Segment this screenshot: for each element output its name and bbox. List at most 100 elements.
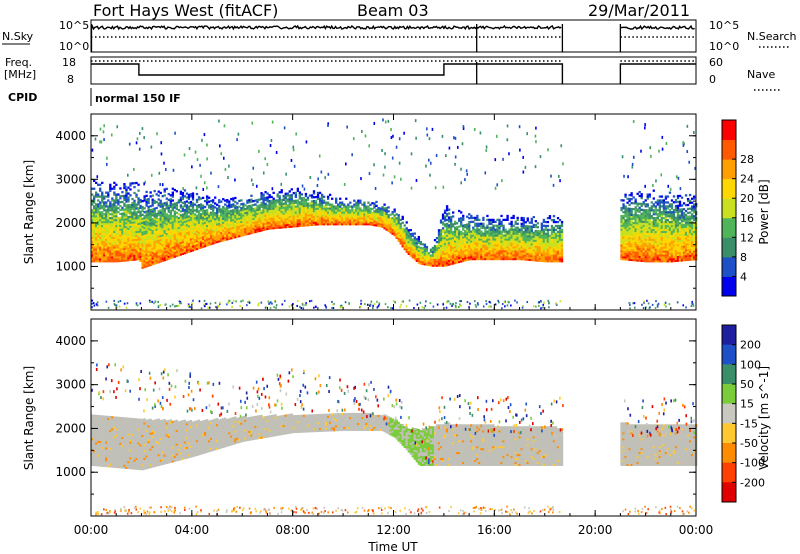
power-cell xyxy=(99,207,102,210)
power-cell xyxy=(642,238,645,241)
power-cell xyxy=(552,220,556,224)
power-cell xyxy=(310,223,314,226)
power-cell xyxy=(129,188,132,191)
power-cell xyxy=(113,191,116,194)
power-cell xyxy=(123,232,126,235)
power-cell xyxy=(268,227,271,230)
freq-panel-frame xyxy=(90,56,697,85)
power-cell xyxy=(280,218,283,221)
power-cell xyxy=(147,223,150,226)
power-cell xyxy=(268,201,271,205)
power-cell xyxy=(171,224,174,228)
power-cell xyxy=(207,218,211,221)
power-cell xyxy=(268,207,271,211)
power-cell xyxy=(506,218,509,222)
power-cell xyxy=(191,194,195,197)
power-cell xyxy=(232,220,235,224)
power-cell xyxy=(107,222,110,226)
power-cell xyxy=(143,256,146,259)
power-cell xyxy=(456,231,459,235)
power-cell xyxy=(99,203,102,206)
power-cell xyxy=(622,222,625,226)
power-cell xyxy=(103,197,106,200)
power-cell xyxy=(411,242,414,245)
power-cell xyxy=(165,244,168,247)
power-cell xyxy=(363,219,366,222)
power-cell xyxy=(137,232,140,235)
power-cell xyxy=(518,244,521,247)
power-cell xyxy=(504,232,507,235)
power-cell xyxy=(624,252,627,255)
power-cell xyxy=(99,230,102,233)
power-cell xyxy=(413,255,416,259)
power-cell xyxy=(109,205,112,208)
power-cell xyxy=(161,247,164,251)
power-cell xyxy=(458,256,461,260)
power-cell xyxy=(401,245,404,248)
power-cell xyxy=(240,232,243,235)
power-cell xyxy=(640,204,643,208)
power-cell xyxy=(207,220,211,223)
power-cell xyxy=(540,259,544,263)
power-cell xyxy=(377,218,380,222)
power-cell xyxy=(504,218,507,222)
power-cell xyxy=(97,220,100,224)
power-cell xyxy=(506,230,509,233)
power-cell xyxy=(234,222,237,225)
power-cell xyxy=(230,221,233,224)
power-cell xyxy=(195,247,199,251)
power-cell xyxy=(492,232,495,235)
power-cell xyxy=(189,195,193,198)
power-cell xyxy=(518,232,521,235)
power-cell xyxy=(407,240,410,244)
power-cell xyxy=(137,216,140,220)
power-cell xyxy=(123,202,126,205)
power-cell xyxy=(284,200,287,203)
power-cell xyxy=(137,197,140,200)
power-cell xyxy=(169,241,172,244)
power-cell xyxy=(250,224,253,227)
power-cell xyxy=(484,248,487,251)
power-cell xyxy=(121,194,124,198)
power-cell xyxy=(474,232,477,235)
power-cell xyxy=(634,206,637,209)
power-cell xyxy=(105,236,108,239)
power-cell xyxy=(425,249,429,253)
power-cell xyxy=(365,211,368,214)
power-cell xyxy=(171,226,174,230)
power-cell xyxy=(310,217,314,221)
power-cell xyxy=(474,238,477,241)
power-cell xyxy=(558,246,562,249)
power-cell xyxy=(97,222,100,226)
power-cell xyxy=(437,239,441,242)
power-cell xyxy=(638,206,641,209)
power-cell xyxy=(300,220,304,223)
power-cell xyxy=(185,251,189,254)
power-cell xyxy=(514,230,517,233)
power-cell xyxy=(201,239,205,243)
power-cell xyxy=(554,256,558,259)
power-cell xyxy=(284,222,287,225)
power-cell xyxy=(496,234,499,237)
power-cell xyxy=(441,258,445,261)
power-cell xyxy=(242,224,245,227)
power-cell xyxy=(312,219,316,222)
power-cell xyxy=(546,232,550,235)
power-cell xyxy=(268,194,271,197)
power-cell xyxy=(556,250,560,253)
power-cell xyxy=(175,243,179,246)
power-cell xyxy=(361,215,364,218)
power-cell xyxy=(409,242,412,245)
power-cell xyxy=(640,240,643,243)
power-cell xyxy=(201,232,205,235)
power-cell xyxy=(441,246,445,250)
power-cell xyxy=(312,209,316,213)
power-cell xyxy=(496,238,499,241)
power-cell xyxy=(153,217,156,220)
power-cell xyxy=(252,217,255,220)
power-cell xyxy=(218,232,221,235)
power-cell xyxy=(454,236,457,239)
power-cell xyxy=(642,228,645,231)
power-cell xyxy=(157,247,160,250)
power-cell xyxy=(127,206,130,209)
